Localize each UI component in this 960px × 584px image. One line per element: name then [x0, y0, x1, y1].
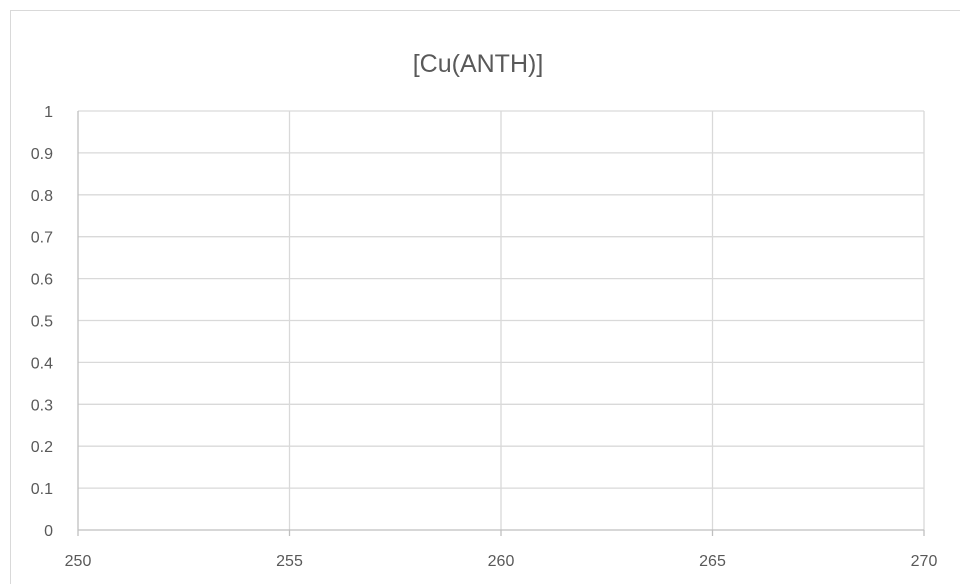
x-tick-label: 250	[65, 553, 92, 570]
horizontal-gridlines	[78, 110, 924, 489]
y-tick-label: 1	[44, 104, 53, 121]
x-tick-label: 265	[699, 553, 726, 570]
x-tick-label: 255	[276, 553, 303, 570]
y-tick-label: 0.5	[31, 314, 53, 331]
axes	[77, 111, 925, 536]
y-tick-label: 0.6	[31, 272, 53, 289]
y-tick-label: 0.3	[31, 397, 53, 414]
y-tick-label: 0.9	[31, 146, 53, 163]
y-tick-label: 0.2	[31, 439, 53, 456]
y-tick-label: 0	[44, 523, 53, 540]
y-tick-labels: 0 0.1 0.2 0.3 0.4 0.5 0.6 0.7 0.8 0.9 1	[31, 104, 53, 540]
y-tick-label: 0.8	[31, 188, 53, 205]
x-tick-label: 260	[488, 553, 515, 570]
x-tick-labels: 250 255 260 265 270	[65, 553, 938, 570]
chart-title: [Cu(ANTH)]	[413, 50, 544, 78]
x-tick-label: 270	[911, 553, 938, 570]
y-tick-label: 0.1	[31, 481, 53, 498]
y-tick-label: 0.7	[31, 230, 53, 247]
y-tick-label: 0.4	[31, 355, 53, 372]
